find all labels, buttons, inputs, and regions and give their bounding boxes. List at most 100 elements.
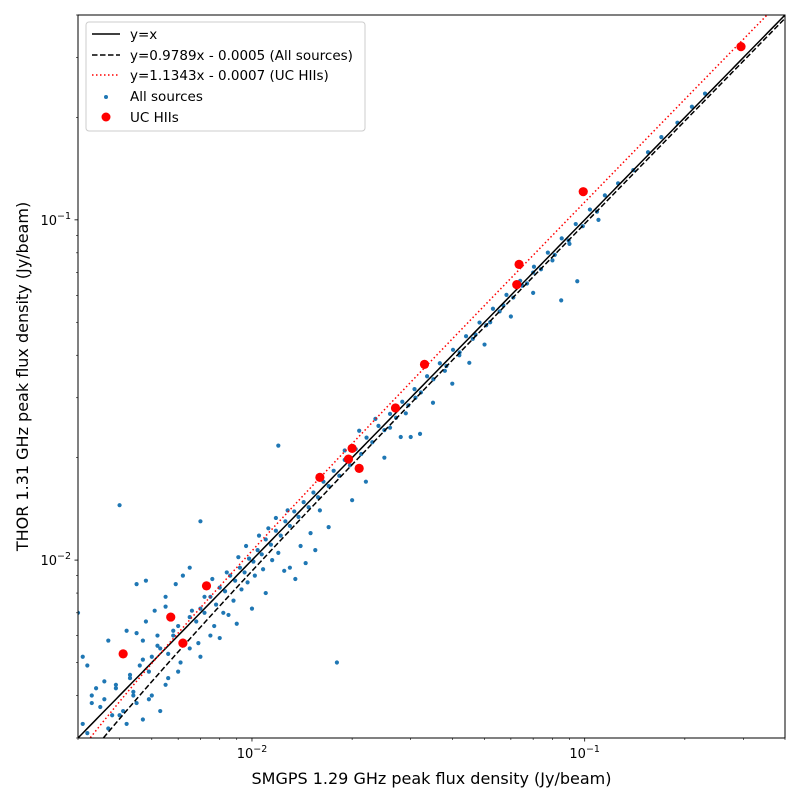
all-sources-point bbox=[198, 519, 203, 524]
all-sources-point bbox=[306, 505, 311, 510]
all-sources-point bbox=[137, 663, 142, 668]
all-sources-point bbox=[350, 498, 355, 503]
all-sources-point bbox=[303, 560, 308, 566]
all-sources-point bbox=[387, 425, 393, 430]
all-sources-point bbox=[266, 526, 271, 531]
all-sources-point bbox=[234, 621, 239, 626]
all-sources-point bbox=[242, 570, 247, 575]
all-sources-point bbox=[326, 525, 331, 530]
all-sources-point bbox=[545, 250, 550, 255]
all-sources-point bbox=[331, 468, 336, 473]
legend-label-all-sources-fit: y=0.9789x - 0.0005 (All sources) bbox=[130, 48, 353, 64]
all-sources-point bbox=[567, 241, 572, 246]
all-sources-point bbox=[110, 713, 115, 718]
all-sources-point bbox=[102, 697, 107, 702]
all-sources-point bbox=[256, 533, 262, 538]
fit-lines bbox=[78, 15, 785, 738]
all-sources-point bbox=[437, 361, 442, 366]
uc-hii-point bbox=[178, 638, 188, 648]
axis-ticks bbox=[74, 14, 786, 742]
identity-line bbox=[78, 15, 785, 738]
all-sources-point bbox=[85, 731, 90, 736]
all-sources-point bbox=[155, 643, 160, 648]
all-sources-point bbox=[412, 387, 417, 392]
all-sources-point bbox=[382, 455, 387, 460]
all-sources-point bbox=[587, 207, 593, 212]
all-sources-point bbox=[292, 509, 297, 514]
all-sources-point bbox=[490, 306, 496, 311]
all-sources-point bbox=[98, 704, 103, 710]
all-sources-point bbox=[134, 700, 139, 706]
y-tick-labels: 10−2 10−1 bbox=[40, 211, 71, 569]
all-sources-point bbox=[270, 557, 275, 563]
all-sources-point bbox=[143, 619, 149, 624]
y-tick-label: 10−1 bbox=[40, 211, 71, 229]
uc-hii-point bbox=[343, 454, 354, 464]
all-sources-point bbox=[89, 693, 94, 698]
all-sources-point bbox=[210, 576, 215, 582]
all-sources-point bbox=[659, 135, 664, 140]
y-axis-label: THOR 1.31 GHz peak flux density (Jy/beam… bbox=[13, 202, 32, 552]
uc-hii-point bbox=[514, 259, 524, 269]
all-sources-point bbox=[134, 582, 139, 587]
all-sources-point bbox=[363, 479, 368, 484]
all-sources-fit-line bbox=[102, 17, 785, 738]
all-sources-point bbox=[308, 531, 313, 536]
all-sources-point bbox=[166, 675, 171, 681]
all-sources-point bbox=[178, 660, 183, 665]
all-sources-point bbox=[246, 556, 252, 561]
all-sources-point bbox=[222, 589, 228, 594]
all-sources-point bbox=[273, 528, 278, 533]
all-sources-point bbox=[424, 374, 430, 379]
all-sources-point bbox=[249, 606, 255, 611]
all-sources-point bbox=[313, 547, 318, 553]
all-sources-point bbox=[208, 633, 213, 638]
all-sources-point bbox=[550, 258, 555, 263]
all-sources-point bbox=[298, 543, 303, 549]
all-sources-point bbox=[239, 587, 244, 592]
uc-hii-point bbox=[118, 649, 128, 659]
uc-hii-point bbox=[354, 463, 364, 473]
x-tick-labels: 10−2 10−1 bbox=[237, 744, 600, 762]
all-sources-point bbox=[155, 633, 160, 638]
uc-hii-point bbox=[512, 280, 522, 290]
all-sources-point bbox=[293, 576, 298, 582]
all-sources-point bbox=[217, 585, 222, 590]
all-sources-point bbox=[276, 550, 281, 555]
all-sources-point bbox=[357, 428, 362, 433]
all-sources-point bbox=[387, 411, 393, 416]
all-sources-point bbox=[504, 292, 509, 297]
all-sources-point bbox=[187, 565, 192, 570]
all-sources-point bbox=[400, 399, 405, 404]
all-sources-point bbox=[236, 555, 241, 560]
all-sources-point bbox=[285, 508, 290, 513]
uc-hii-point bbox=[419, 359, 430, 369]
uc-hii-point bbox=[347, 443, 357, 453]
all-sources-point bbox=[559, 236, 564, 241]
all-sources-point bbox=[189, 608, 195, 613]
all-sources-point bbox=[283, 519, 288, 524]
uc-hii-fit-line bbox=[89, 15, 769, 738]
uc-hii-point bbox=[736, 41, 746, 52]
all-sources-point bbox=[417, 431, 423, 436]
legend-label-uc-hii: UC HIIs bbox=[130, 110, 179, 126]
all-sources-point bbox=[373, 416, 378, 422]
all-sources-point bbox=[121, 708, 126, 714]
all-sources-point bbox=[276, 443, 281, 448]
all-sources-point bbox=[158, 646, 163, 651]
all-sources-point bbox=[217, 635, 222, 641]
all-sources-point bbox=[450, 381, 455, 386]
all-sources-point bbox=[127, 675, 133, 681]
all-sources-point bbox=[158, 708, 163, 714]
all-sources-point bbox=[176, 623, 181, 629]
x-axis-label: SMGPS 1.29 GHz peak flux density (Jy/bea… bbox=[251, 769, 611, 788]
all-sources-point bbox=[273, 515, 278, 521]
all-sources-point bbox=[376, 423, 381, 428]
uc-hii-points bbox=[118, 41, 746, 659]
all-sources-point bbox=[93, 686, 99, 691]
all-sources-point bbox=[113, 682, 119, 687]
all-sources-point bbox=[85, 663, 90, 668]
all-sources-point bbox=[152, 608, 157, 613]
uc-hii-point bbox=[315, 472, 325, 483]
